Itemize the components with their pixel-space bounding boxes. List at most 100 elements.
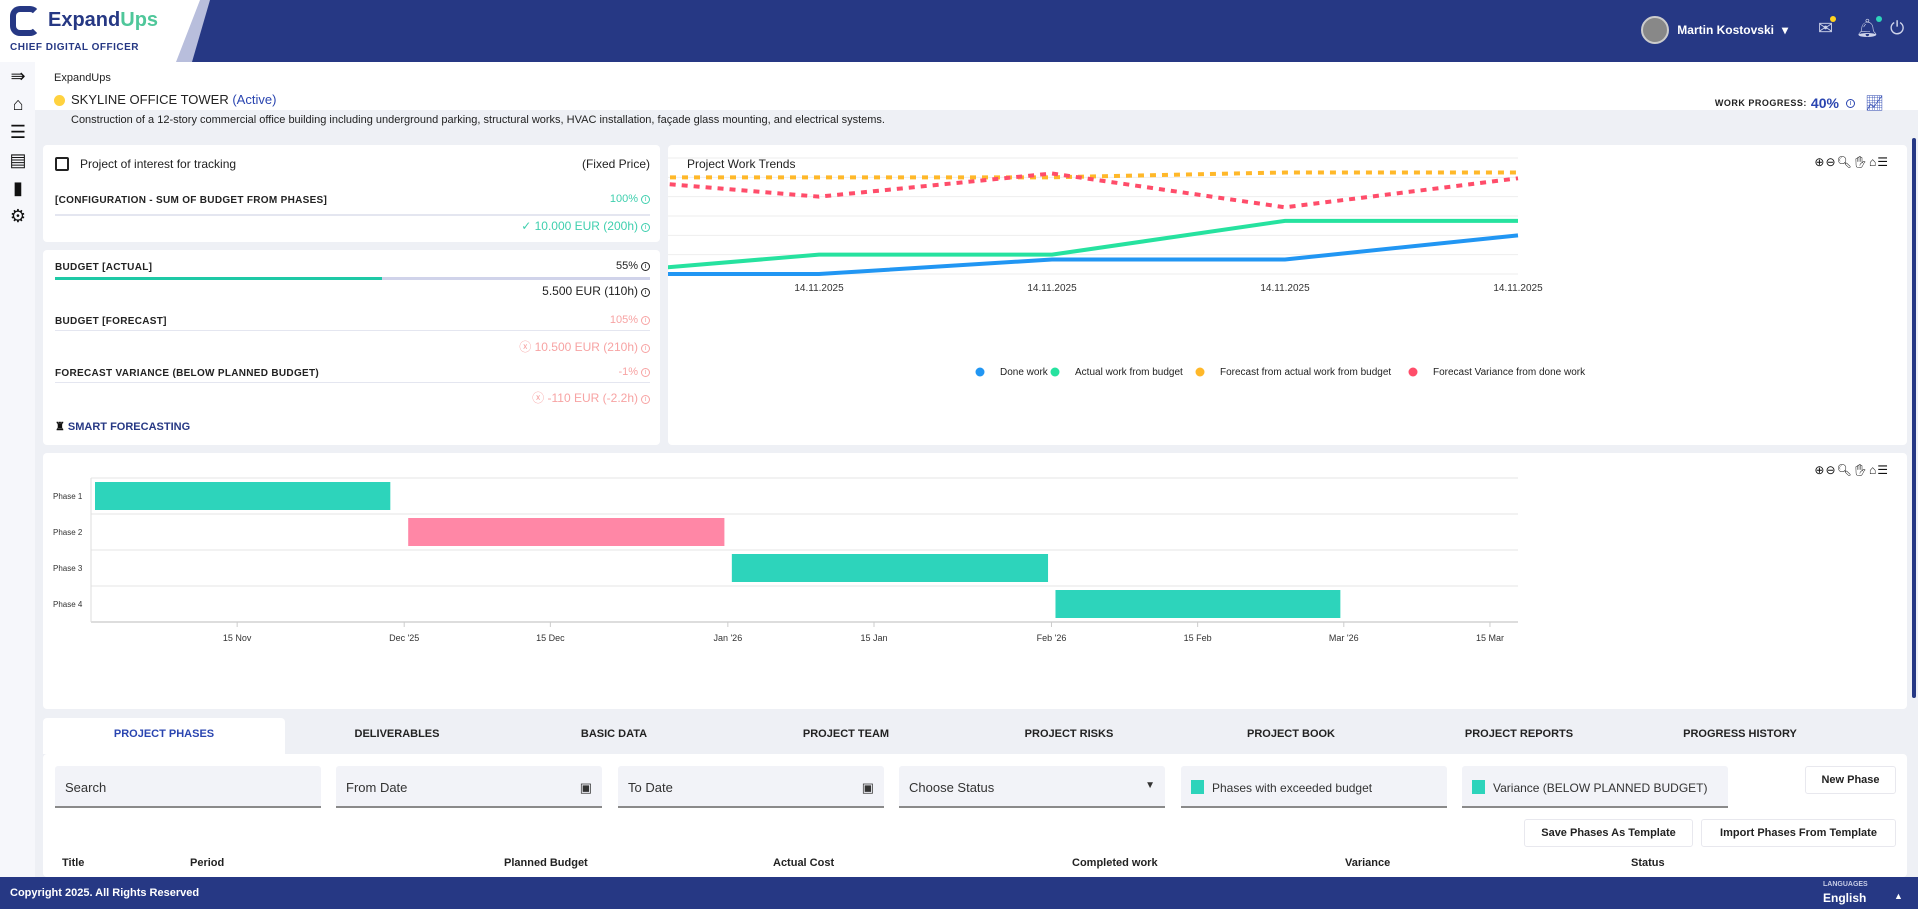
legend-label: Actual work from budget [1075,367,1183,378]
user-menu[interactable]: Martin Kostovski ▾ [1641,16,1788,44]
home-icon[interactable]: ⌂ [12,94,24,114]
gantt-tick-label: Jan '26 [713,633,742,643]
import-template-button[interactable]: Import Phases From Template [1701,819,1896,847]
menu-icon[interactable]: ☰ [1877,155,1889,169]
search-input[interactable]: Search [55,766,321,808]
chart-title: Project Work Trends [687,157,796,171]
series-line-0 [668,233,1519,276]
languages-label: LANGUAGES [1823,881,1868,888]
x-circle-icon: ⓧ [519,340,535,354]
variance-toggle[interactable]: Variance (BELOW PLANNED BUDGET) [1462,766,1728,808]
gantt-tick-label: 15 Nov [223,633,252,643]
language-select[interactable]: English [1823,891,1867,905]
info-icon: i [641,288,650,297]
budget-forecast-pct: 105% i [610,314,650,326]
gantt-icon[interactable]: ▤ [9,150,27,170]
legend-label: Done work [1000,367,1049,378]
caret-up-icon[interactable]: ▲ [1894,891,1903,901]
info-icon: i [641,395,650,404]
column-header[interactable]: Actual Cost [773,857,835,869]
smart-forecasting-link[interactable]: ♜ SMART FORECASTING [55,421,191,433]
x-tick-label: 14.11.2025 [1260,283,1310,294]
divider [55,330,650,331]
mail-icon[interactable]: ✉ [1818,16,1837,39]
legend-marker [1408,367,1418,377]
trend-chart-icon[interactable]: 📈︎ [1864,95,1884,112]
new-phase-button[interactable]: New Phase [1805,766,1896,794]
gantt-bar-2 [408,518,725,546]
legend-marker [975,367,985,377]
column-header[interactable]: Period [190,857,225,869]
settings-icon[interactable]: ⚙ [9,206,27,226]
zoom-in-icon[interactable]: ⊕ [1814,155,1826,169]
variance-label: FORECAST VARIANCE (BELOW PLANNED BUDGET) [55,368,320,379]
tab-project-reports[interactable]: PROJECT REPORTS [1464,728,1574,740]
zoom-select-icon[interactable]: 🔍︎ [1836,463,1853,477]
reset-home-icon[interactable]: ⌂ [1868,463,1878,477]
column-header[interactable]: Completed work [1072,857,1158,869]
save-template-button[interactable]: Save Phases As Template [1524,819,1693,847]
scrollbar[interactable] [1912,138,1916,698]
tab-project-phases[interactable]: PROJECT PHASES [113,728,215,740]
legend-label: Forecast Variance from done work [1433,367,1586,378]
trend-chart-card: Project Work Trends ⊕⊖🔍︎✋︎⌂☰ 02040608010… [668,145,1907,445]
tab-project-book[interactable]: PROJECT BOOK [1246,728,1335,740]
column-header[interactable]: Status [1631,857,1665,869]
status-badge: (Active) [232,92,277,107]
zoom-in-icon[interactable]: ⊕ [1814,463,1826,477]
gantt-tick-label: Mar '26 [1329,633,1359,643]
gantt-row-label: Phase 1 [53,492,83,501]
brand-subtitle: CHIEF DIGITAL OFFICER [10,42,140,53]
gantt-card: ⊕⊖🔍︎✋︎⌂☰ Phase 1 Phase 2 Phase 3 Phase 4 15 … [43,453,1907,709]
reset-home-icon[interactable]: ⌂ [1868,155,1878,169]
zoom-select-icon[interactable]: 🔍︎ [1836,155,1853,169]
list-icon[interactable]: ☰ [9,122,27,142]
toggle-icon [1191,780,1204,794]
column-header[interactable]: Variance [1345,857,1391,869]
from-date-input[interactable]: From Date ▣ [336,766,602,808]
budget-card: BUDGET [ACTUAL] 55% i 5.500 EUR (110h) i B… [43,250,660,445]
menu-icon[interactable]: ☰ [1877,463,1889,477]
gantt-row-label: Phase 4 [53,600,83,609]
column-header[interactable]: Planned Budget [504,857,588,869]
pan-icon[interactable]: ✋︎ [1852,463,1869,477]
zoom-out-icon[interactable]: ⊖ [1825,155,1837,169]
status-dot-icon [54,95,65,106]
config-pct: 100% i [610,193,650,205]
info-icon[interactable]: i [1845,98,1855,108]
budget-progress-bar [55,277,650,280]
book-icon[interactable]: ▮ [13,178,23,198]
tracking-checkbox[interactable] [55,157,69,171]
expand-menu-icon[interactable]: ⇛ [10,66,26,86]
page-title: SKYLINE OFFICE TOWER (Active) [71,92,277,107]
tab-project-team[interactable]: PROJECT TEAM [802,728,890,740]
gantt-bar-1 [95,482,391,510]
tab-basic-data[interactable]: BASIC DATA [580,728,648,740]
avatar [1641,16,1670,44]
column-header[interactable]: Title [62,857,85,869]
logo[interactable]: ExpandUps CHIEF DIGITAL OFFICER [0,0,200,62]
legend-label: Forecast from actual work from budget [1220,367,1391,378]
series-line-2 [668,170,1518,180]
tab-project-risks[interactable]: PROJECT RISKS [1024,728,1114,740]
breadcrumb: ExpandUps [54,72,111,84]
x-circle-icon: ⓧ [532,391,548,405]
gantt-row-label: Phase 2 [53,528,83,537]
calendar-icon: ▣ [579,780,592,795]
footer: Copyright 2025. All Rights Reserved LANG… [0,877,1918,909]
legend-marker [1050,367,1060,377]
tab-deliverables[interactable]: DELIVERABLES [354,728,440,740]
exceeded-budget-toggle[interactable]: Phases with exceeded budget [1181,766,1447,808]
power-icon[interactable]: ⏻ [1890,18,1905,38]
top-bar [0,0,1918,62]
status-select[interactable]: Choose Status ▼ [899,766,1165,808]
pan-icon[interactable]: ✋︎ [1852,155,1869,169]
gantt-tick-label: Dec '25 [389,633,419,643]
tab-progress-history[interactable]: PROGRESS HISTORY [1683,728,1797,740]
legend-marker [1195,367,1205,377]
to-date-input[interactable]: To Date ▣ [618,766,884,808]
zoom-out-icon[interactable]: ⊖ [1825,463,1837,477]
gantt-bar-4 [1055,590,1341,618]
variance-value: ⓧ -110 EUR (-2.2h) i [532,389,650,406]
bell-icon[interactable]: 🔔︎ [1856,16,1882,39]
